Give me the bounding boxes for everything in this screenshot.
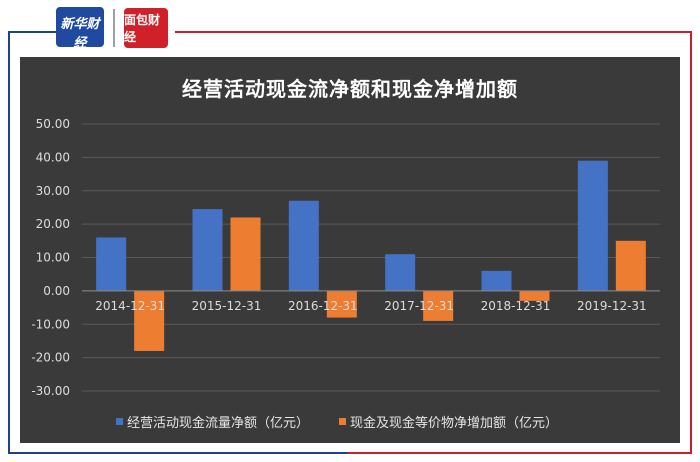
legend-swatch-series-2 [339, 418, 347, 425]
bar-series-2 [519, 290, 550, 301]
legend-label-series-1: 经营活动现金流量净额（亿元） [127, 416, 310, 431]
logo-right-text: 面包财经 [124, 13, 161, 44]
y-tick-label: 30.00 [36, 184, 70, 198]
frame-left [8, 31, 10, 454]
x-tick-label: 2018-12-31 [481, 299, 551, 313]
chart-panel: 经营活动现金流净额和现金净增加额 50.00 40.00 30.00 20.00 10.… [20, 57, 680, 443]
bar-series-2 [134, 290, 165, 351]
logo-left-main: 新华财经 [60, 17, 100, 51]
x-tick-label: 2019-12-31 [577, 299, 647, 313]
bar-series-1 [192, 209, 223, 291]
x-tick-label: 2016-12-31 [288, 299, 358, 313]
xinhua-finance-logo: 新华财经 XINHUA FINANCE [56, 7, 104, 64]
chart-title: 经营活动现金流净额和现金净增加额 [182, 77, 518, 101]
x-tick-label: 2017-12-31 [384, 299, 454, 313]
y-tick-label: 20.00 [36, 217, 70, 231]
bar-series-1 [96, 237, 127, 291]
bar-series-1 [481, 270, 512, 291]
header-rule-red [175, 31, 692, 33]
bar-series-1 [288, 200, 319, 291]
bar-series-2 [230, 217, 261, 291]
legend-item-series-1: 经营活动现金流量净额（亿元） [116, 412, 309, 431]
logo-separator [113, 9, 115, 47]
y-tick-label: 40.00 [36, 150, 70, 164]
frame-bottom-left [8, 452, 348, 454]
y-tick-label: -20.00 [31, 351, 70, 365]
bar-series-1 [385, 254, 416, 291]
frame-bottom-right [348, 452, 692, 454]
y-tick-label: 50.00 [36, 117, 70, 131]
x-tick-label: 2014-12-31 [95, 299, 165, 313]
y-tick-label: -30.00 [31, 384, 70, 398]
y-tick-label: 10.00 [36, 251, 70, 265]
frame-right [690, 31, 692, 454]
bar-series-1 [577, 160, 608, 291]
bar-chart: 50.00 40.00 30.00 20.00 10.00 0.00 -10.00 -20.0… [31, 117, 660, 398]
bar-series-2 [423, 290, 454, 321]
y-tick-label: -10.00 [31, 317, 70, 331]
y-tick-label: 0.00 [43, 284, 70, 298]
bar-series-2 [326, 290, 357, 318]
bar-series-2 [615, 240, 646, 291]
chart-legend: 经营活动现金流量净额（亿元） 现金及现金等价物净增加额（亿元） [116, 412, 558, 431]
x-tick-label: 2015-12-31 [192, 299, 262, 313]
legend-swatch-series-1 [116, 418, 123, 425]
legend-item-series-2: 现金及现金等价物净增加额（亿元） [339, 412, 558, 431]
legend-label-series-2: 现金及现金等价物净增加额（亿元） [350, 416, 559, 431]
header-rule-blue [8, 31, 66, 33]
mianbao-finance-logo: 面包财经 [124, 8, 168, 48]
